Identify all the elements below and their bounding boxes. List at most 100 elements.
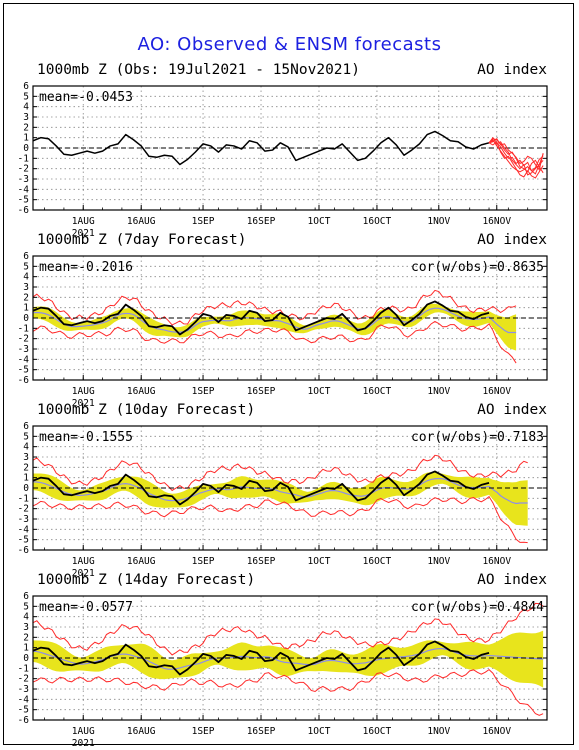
x-year-label: 2021 xyxy=(72,568,95,579)
x-tick-label: 16SEP xyxy=(247,556,276,567)
y-tick-label: 3 xyxy=(23,622,29,633)
ensemble-member-line xyxy=(488,136,544,172)
x-tick-label: 16AUG xyxy=(127,556,156,567)
y-tick-label: -3 xyxy=(18,344,29,355)
ensemble-mean-line xyxy=(33,477,528,505)
x-tick-label: 1SEP xyxy=(192,216,215,227)
x-tick-label: 1SEP xyxy=(192,726,215,737)
panel-index-label: AO index xyxy=(477,232,547,248)
x-tick-label: 16SEP xyxy=(247,726,276,737)
x-tick-label: 16OCT xyxy=(363,556,392,567)
ensemble-lower-envelope xyxy=(33,495,528,544)
plot-area xyxy=(33,289,547,364)
ensemble-member-line xyxy=(488,140,544,176)
x-tick-label: 16OCT xyxy=(363,216,392,227)
ao-panel-1: 1000mb Z (Obs: 19Jul2021 - 15Nov2021) AO … xyxy=(18,62,548,239)
plot-area xyxy=(33,602,547,716)
x-tick-label: 1AUG xyxy=(72,386,95,397)
y-tick-label: 5 xyxy=(23,431,29,442)
y-tick-label: -6 xyxy=(18,715,30,726)
panel-index-label: AO index xyxy=(477,62,547,78)
x-tick-label: 16NOV xyxy=(482,386,511,397)
plot-area xyxy=(33,454,547,544)
ensemble-upper-envelope xyxy=(33,454,528,492)
y-tick-label: 1 xyxy=(23,473,29,484)
y-tick-label: 5 xyxy=(23,261,29,272)
x-tick-label: 16AUG xyxy=(127,216,156,227)
mean-stat: mean=-0.0453 xyxy=(39,90,133,105)
plot-area xyxy=(33,130,547,179)
x-tick-label: 1NOV xyxy=(427,556,450,567)
y-tick-label: 3 xyxy=(23,452,29,463)
x-tick-label: 1OCT xyxy=(308,216,331,227)
correlation-stat: cor(w/obs)=0.4844 xyxy=(411,600,544,615)
mean-stat: mean=-0.0577 xyxy=(39,600,133,615)
y-tick-label: -1 xyxy=(18,153,30,164)
y-tick-label: -3 xyxy=(18,174,29,185)
x-tick-label: 16OCT xyxy=(363,386,392,397)
y-tick-label: -3 xyxy=(18,684,29,695)
y-tick-label: 6 xyxy=(23,81,29,92)
y-tick-label: 3 xyxy=(23,282,29,293)
page-title: AO: Observed & ENSM forecasts xyxy=(137,34,442,55)
panel-index-label: AO index xyxy=(477,402,547,418)
y-tick-label: -4 xyxy=(18,694,30,705)
observed-ao-line xyxy=(33,470,490,506)
y-tick-label: 0 xyxy=(23,653,29,664)
y-tick-label: 2 xyxy=(23,122,29,133)
panel-index-label: AO index xyxy=(477,572,547,588)
x-tick-label: 1OCT xyxy=(308,556,331,567)
x-tick-label: 16AUG xyxy=(127,386,156,397)
x-tick-label: 16NOV xyxy=(482,726,511,737)
y-tick-label: -6 xyxy=(18,205,30,216)
y-tick-label: 1 xyxy=(23,643,29,654)
panel-title: 1000mb Z (Obs: 19Jul2021 - 15Nov2021) xyxy=(37,62,360,78)
x-year-label: 2021 xyxy=(72,228,95,239)
ensemble-member-line xyxy=(488,138,544,175)
y-tick-label: 5 xyxy=(23,601,29,612)
x-year-label: 2021 xyxy=(72,738,95,749)
mean-stat: mean=-0.1555 xyxy=(39,430,133,445)
y-tick-label: 2 xyxy=(23,292,29,303)
ensemble-lower-envelope xyxy=(33,320,517,364)
y-tick-label: 0 xyxy=(23,143,29,154)
y-tick-label: 6 xyxy=(23,251,29,262)
y-tick-label: 4 xyxy=(23,612,29,623)
y-tick-label: -2 xyxy=(18,164,29,175)
y-tick-label: 4 xyxy=(23,102,29,113)
x-tick-label: 1SEP xyxy=(192,386,215,397)
observed-ao-line xyxy=(33,300,490,336)
y-tick-label: 2 xyxy=(23,462,29,473)
y-tick-label: 1 xyxy=(23,133,29,144)
ao-panel-2: 1000mb Z (7day Forecast) AO index6543210-… xyxy=(18,232,548,409)
x-tick-label: 1NOV xyxy=(427,386,450,397)
x-tick-label: 1NOV xyxy=(427,726,450,737)
mean-stat: mean=-0.2016 xyxy=(39,260,133,275)
ao-panel-3: 1000mb Z (10day Forecast) AO index 6543210… xyxy=(18,402,548,579)
ensemble-member-line xyxy=(488,138,544,174)
y-tick-label: 0 xyxy=(23,313,29,324)
y-tick-label: 4 xyxy=(23,442,29,453)
x-tick-label: 1SEP xyxy=(192,556,215,567)
correlation-stat: cor(w/obs)=0.7183 xyxy=(411,430,544,445)
x-tick-label: 1OCT xyxy=(308,726,331,737)
y-tick-label: -5 xyxy=(18,535,29,546)
y-tick-label: -1 xyxy=(18,323,30,334)
y-tick-label: 3 xyxy=(23,112,29,123)
y-tick-label: 6 xyxy=(23,421,29,432)
y-tick-label: -6 xyxy=(18,375,30,386)
y-tick-label: -5 xyxy=(18,365,29,376)
ensemble-upper-envelope xyxy=(33,289,517,326)
y-tick-label: -1 xyxy=(18,663,30,674)
x-tick-label: 16OCT xyxy=(363,726,392,737)
figure-frame xyxy=(3,3,574,745)
ao-panel-4: 1000mb Z (14day Forecast) AO index 6543210… xyxy=(18,572,548,749)
x-tick-label: 1AUG xyxy=(72,726,95,737)
y-tick-label: -2 xyxy=(18,504,29,515)
y-tick-label: 6 xyxy=(23,591,29,602)
ensemble-spread-band xyxy=(33,472,528,526)
observed-ao-line xyxy=(33,130,490,166)
panel-title: 1000mb Z (14day Forecast) xyxy=(37,572,255,588)
y-tick-label: -3 xyxy=(18,514,29,525)
